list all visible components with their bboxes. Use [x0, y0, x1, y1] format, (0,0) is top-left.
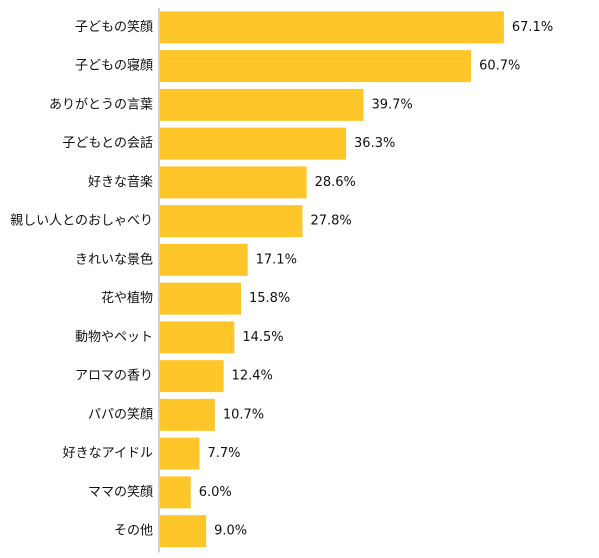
bar — [160, 243, 248, 276]
category-label: パパの笑顔 — [88, 406, 153, 422]
bar — [160, 398, 215, 431]
value-label: 7.7% — [207, 446, 240, 461]
category-label: 好きな音楽 — [88, 174, 153, 190]
category-label: ママの笑顔 — [88, 484, 153, 500]
value-label: 12.4% — [232, 369, 273, 384]
bar — [160, 515, 207, 548]
bar — [160, 11, 504, 44]
value-label-group: 67.1% 60.7% 39.7% 36.3% 28.6% 27.8% 17.1% 15.8%… — [199, 20, 553, 539]
value-label: 10.7% — [223, 407, 264, 422]
bar — [160, 50, 472, 83]
value-label: 67.1% — [512, 20, 553, 35]
category-label: その他 — [114, 524, 153, 539]
category-label: 動物やペット — [75, 330, 153, 345]
value-label: 28.6% — [315, 175, 356, 190]
bar — [160, 127, 347, 160]
category-label: ありがとうの言葉 — [49, 97, 153, 112]
bar-group — [160, 11, 504, 548]
value-label: 9.0% — [214, 524, 247, 539]
value-label: 15.8% — [249, 291, 290, 306]
bar — [160, 476, 191, 509]
value-label: 39.7% — [371, 97, 412, 112]
bar — [160, 88, 364, 121]
category-label: 子どもの笑顔 — [75, 19, 153, 35]
category-label: 好きなアイドル — [63, 446, 153, 461]
category-label: 親しい人とのおしゃべり — [10, 214, 153, 229]
category-label: アロマの香り — [75, 369, 153, 384]
category-label-group: 子どもの笑顔子どもの寝顔ありがとうの言葉子どもとの会話好きな音楽親しい人とのおし… — [10, 19, 153, 539]
category-label: 花や植物 — [101, 290, 153, 306]
value-label: 6.0% — [199, 485, 232, 500]
category-label: 子どもとの会話 — [62, 135, 153, 151]
bar — [160, 360, 224, 393]
value-label: 27.8% — [310, 214, 351, 229]
category-label: きれいな景色 — [75, 251, 153, 267]
bar — [160, 205, 303, 238]
value-label: 36.3% — [354, 136, 395, 151]
value-label: 60.7% — [479, 59, 520, 74]
bar — [160, 437, 200, 470]
bar — [160, 321, 235, 354]
bar — [160, 166, 307, 199]
category-label: 子どもの寝顔 — [75, 58, 153, 74]
value-label: 14.5% — [242, 330, 283, 345]
bar — [160, 282, 241, 315]
value-label: 17.1% — [256, 252, 297, 267]
